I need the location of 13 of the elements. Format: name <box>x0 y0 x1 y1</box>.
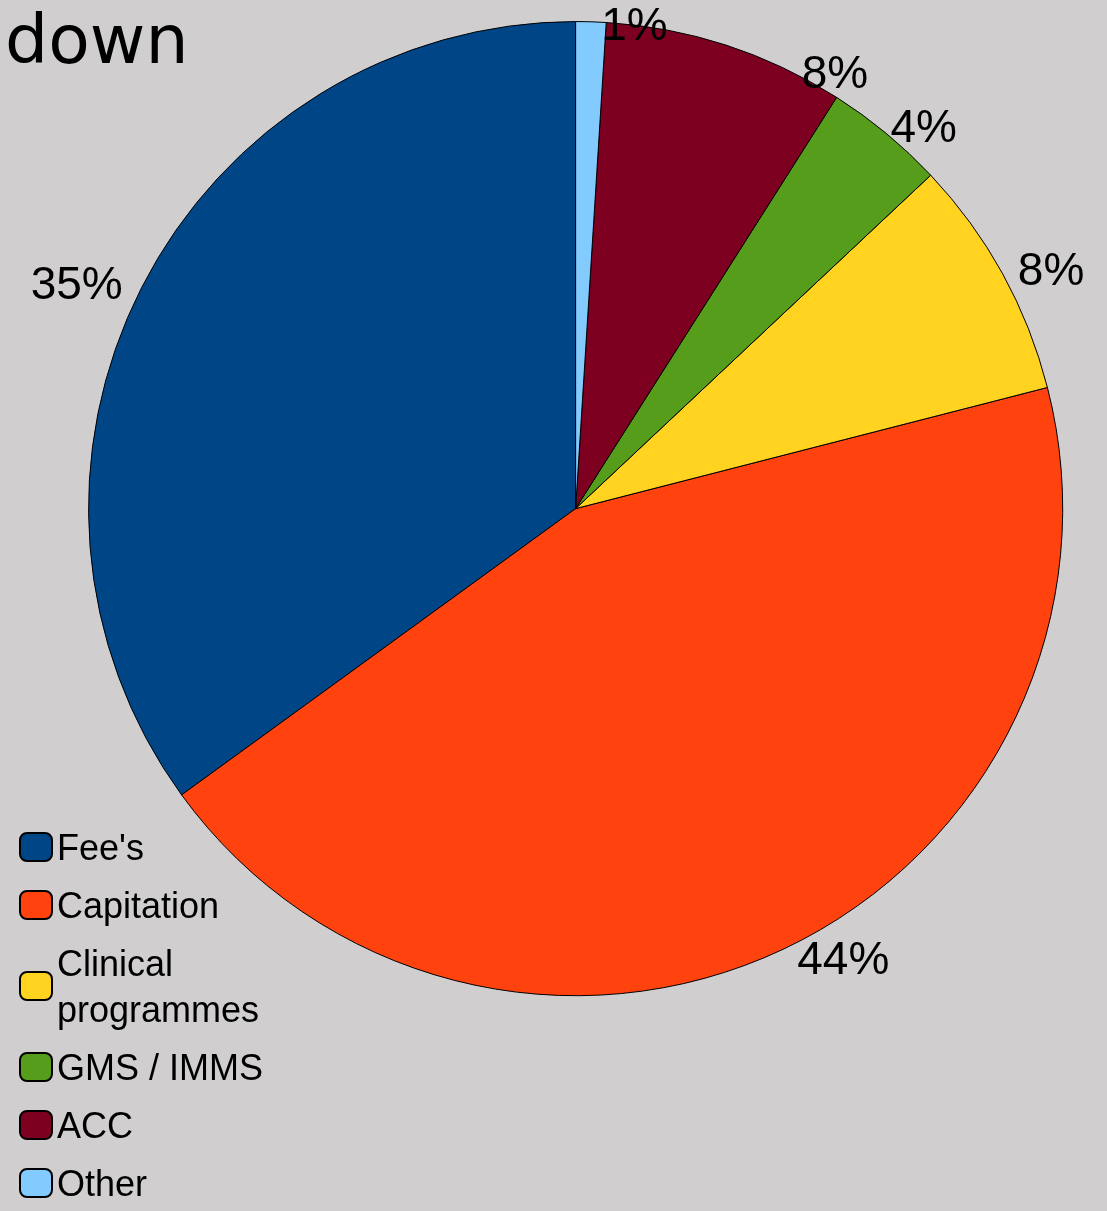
legend-label: Other <box>57 1162 148 1204</box>
legend-label: ACC <box>57 1104 134 1146</box>
legend-label: GMS / IMMS <box>57 1046 263 1088</box>
legend-label: Capitation <box>57 884 220 926</box>
data-label: 8% <box>801 46 869 98</box>
legend-label: Clinical programmes <box>57 942 260 1030</box>
data-label: 35% <box>30 256 123 309</box>
legend-label: Fee's <box>57 826 144 868</box>
data-label: 4% <box>890 99 957 152</box>
data-label: 8% <box>1017 243 1085 296</box>
data-label: 44% <box>797 932 890 985</box>
data-label: 1% <box>601 0 668 50</box>
chart-title: down <box>5 0 189 79</box>
